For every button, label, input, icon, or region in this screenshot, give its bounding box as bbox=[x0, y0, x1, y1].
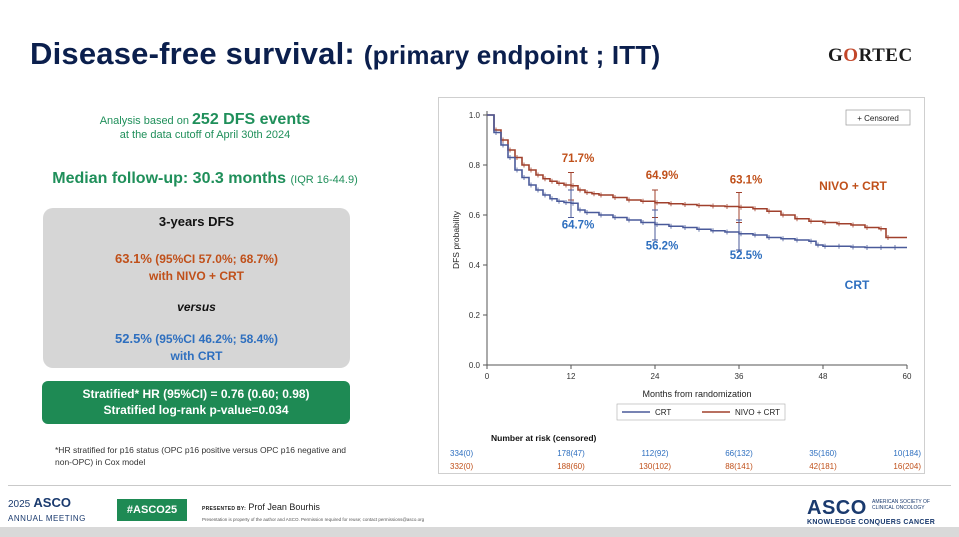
disclaimer: Presentation is property of the author a… bbox=[202, 517, 425, 522]
nivo-crt-percent-annotation: 71.7% bbox=[562, 153, 595, 165]
crt-percent-annotation: 52.5% bbox=[730, 250, 763, 262]
y-tick-label: 0.2 bbox=[469, 311, 481, 320]
median-iqr: (IQR 16-44.9) bbox=[290, 174, 358, 186]
presenter-info: PRESENTED BY: Prof Jean Bourhis bbox=[202, 502, 320, 512]
hazard-ratio-box: Stratified* HR (95%CI) = 0.76 (0.60; 0.9… bbox=[42, 381, 350, 424]
slide-bottom-edge bbox=[0, 527, 959, 537]
nivo-crt-at-risk-value: 88(141) bbox=[725, 462, 753, 471]
nivo-crt-percent-annotation: 63.1% bbox=[730, 174, 763, 186]
crt-dfs-pct: 52.5% bbox=[115, 331, 152, 346]
km-chart: 0.0 0.2 0.4 0.6 0.8 1.0 0 12 24 36 48 60 Months from… bbox=[450, 109, 921, 471]
y-tick-label: 0.8 bbox=[469, 161, 481, 170]
dfs-events: 252 DFS events bbox=[192, 111, 311, 128]
hr-line: Stratified* HR (95%CI) = 0.76 (0.60; 0.9… bbox=[82, 387, 310, 401]
crt-percent-annotation: 64.7% bbox=[562, 219, 595, 231]
median-text: Median follow-up: 30.3 months bbox=[52, 170, 287, 187]
nivo-dfs-pct: 63.1% bbox=[115, 251, 152, 266]
censored-legend-box bbox=[845, 109, 911, 126]
nivo-crt-survival-curve bbox=[487, 114, 907, 239]
crt-at-risk-value: 112(92) bbox=[642, 449, 669, 458]
nivo-crt-series-label: NIVO + CRT bbox=[819, 179, 887, 193]
nivo-crt-at-risk-value: 130(102) bbox=[639, 462, 671, 471]
x-tick-label: 36 bbox=[735, 372, 744, 381]
crt-series-label: CRT bbox=[845, 278, 870, 292]
analysis-prefix: Analysis based on bbox=[99, 115, 189, 127]
crt-legend-label: CRT bbox=[655, 408, 671, 417]
crt-at-risk-value: 178(47) bbox=[557, 449, 585, 458]
footnote: *HR stratified for p16 status (OPC p16 p… bbox=[55, 445, 347, 467]
title-subtitle: (primary endpoint ; ITT) bbox=[363, 40, 661, 70]
crt-at-risk-value: 10(184) bbox=[893, 449, 921, 458]
analysis-note: Analysis based on 252 DFS events at the … bbox=[60, 111, 350, 142]
nivo-crt-percent-annotation: 64.9% bbox=[646, 170, 679, 182]
x-tick-label: 48 bbox=[819, 372, 828, 381]
crt-survival-curve bbox=[487, 114, 907, 249]
hashtag-badge: #ASCO25 bbox=[117, 499, 187, 521]
crt-at-risk-value: 334(0) bbox=[450, 449, 473, 458]
y-tick-label: 0.0 bbox=[469, 361, 481, 370]
nivo-dfs-ci: (95%CI 57.0%; 68.7%) bbox=[155, 252, 278, 266]
presenter-name: Prof Jean Bourhis bbox=[248, 502, 320, 512]
y-axis-label: DFS probability bbox=[451, 210, 461, 269]
median-followup: Median follow-up: 30.3 months (IQR 16-44… bbox=[30, 170, 380, 188]
risk-table-title: Number at risk (censored) bbox=[491, 433, 597, 443]
x-tick-label: 0 bbox=[485, 372, 490, 381]
x-tick-label: 24 bbox=[651, 372, 660, 381]
bottom-legend-box bbox=[616, 403, 786, 421]
x-tick-label: 60 bbox=[903, 372, 912, 381]
crt-arm-label: with CRT bbox=[170, 349, 223, 363]
nivo-dfs-result: 63.1% (95%CI 57.0%; 68.7%) with NIVO + C… bbox=[43, 250, 350, 285]
crt-percent-annotation: 56.2% bbox=[646, 241, 679, 253]
asco-society-logo: ASCO AMERICAN SOCIETY OF CLINICAL ONCOLO… bbox=[807, 497, 936, 526]
x-axis-label: Months from randomization bbox=[642, 389, 751, 399]
title-main: Disease-free survival: bbox=[30, 36, 355, 71]
data-cutoff: at the data cutoff of April 30th 2024 bbox=[119, 129, 291, 141]
y-tick-label: 0.6 bbox=[469, 211, 481, 220]
nivo-crt-legend-label: NIVO + CRT bbox=[735, 408, 780, 417]
slide-title: Disease-free survival: (primary endpoint… bbox=[30, 36, 660, 72]
y-tick-label: 0.4 bbox=[469, 261, 481, 270]
logrank-line: Stratified log-rank p-value=0.034 bbox=[103, 403, 289, 417]
y-tick-label: 1.0 bbox=[469, 111, 481, 120]
nivo-crt-at-risk-value: 332(0) bbox=[450, 462, 473, 471]
nivo-arm-label: with NIVO + CRT bbox=[148, 269, 244, 283]
crt-at-risk-value: 66(132) bbox=[725, 449, 753, 458]
x-tick-label: 12 bbox=[567, 372, 576, 381]
crt-at-risk-value: 35(160) bbox=[809, 449, 837, 458]
gortec-logo: GORTEC bbox=[828, 45, 913, 66]
crt-dfs-ci: (95%CI 46.2%; 58.4%) bbox=[155, 332, 278, 346]
asco-annual-meeting-logo: 2025 ASCO ANNUAL MEETING bbox=[8, 495, 86, 523]
footer-divider bbox=[8, 485, 951, 486]
crt-dfs-result: 52.5% (95%CI 46.2%; 58.4%) with CRT bbox=[43, 330, 350, 365]
nivo-crt-at-risk-value: 42(181) bbox=[809, 462, 837, 471]
km-chart-panel: 0.0 0.2 0.4 0.6 0.8 1.0 0 12 24 36 48 60 Months from… bbox=[438, 97, 925, 474]
versus-label: versus bbox=[177, 300, 216, 314]
censored-legend-label: + Censored bbox=[857, 114, 899, 123]
three-year-dfs-box: 3-years DFS 63.1% (95%CI 57.0%; 68.7%) w… bbox=[43, 208, 350, 368]
dfs-box-heading: 3-years DFS bbox=[158, 214, 235, 229]
nivo-crt-at-risk-value: 188(60) bbox=[557, 462, 585, 471]
nivo-crt-at-risk-value: 16(204) bbox=[893, 462, 921, 471]
presented-by-label: PRESENTED BY: bbox=[202, 506, 247, 512]
